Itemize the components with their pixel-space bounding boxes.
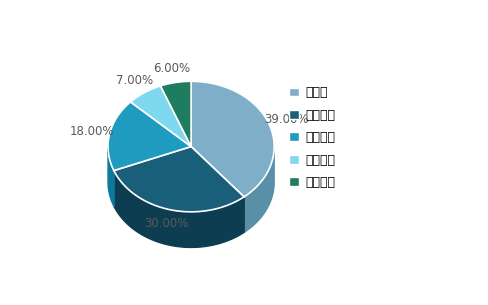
Polygon shape	[114, 147, 244, 212]
Polygon shape	[108, 147, 114, 206]
Polygon shape	[191, 81, 274, 197]
Polygon shape	[160, 81, 191, 147]
Polygon shape	[244, 147, 274, 232]
Polygon shape	[114, 170, 244, 247]
Text: 39.00%: 39.00%	[264, 113, 308, 126]
Text: 7.00%: 7.00%	[115, 74, 152, 87]
Polygon shape	[130, 86, 191, 147]
Text: 18.00%: 18.00%	[69, 125, 114, 138]
Polygon shape	[108, 102, 191, 170]
Text: 6.00%: 6.00%	[153, 62, 190, 75]
Text: 30.00%: 30.00%	[143, 217, 188, 230]
Legend: 纸包装, 塑料包装, 金属包装, 玻璃包装, 其他包装: 纸包装, 塑料包装, 金属包装, 玻璃包装, 其他包装	[289, 86, 335, 189]
